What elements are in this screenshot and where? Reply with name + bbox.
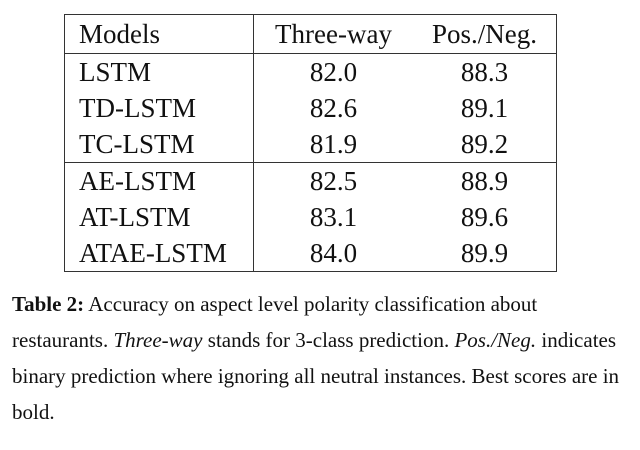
header-three-way: Three-way <box>253 14 413 54</box>
model-name: AT-LSTM <box>64 199 254 235</box>
pos-neg-score: 89.2 <box>413 126 557 163</box>
three-way-score: 82.5 <box>309 165 358 196</box>
caption-text: Accuracy on aspect level polarity classi… <box>12 292 538 352</box>
caption-text: indicates binary prediction where ignori… <box>12 328 620 424</box>
table-row: TD-LSTM 82.6 89.1 <box>64 90 557 126</box>
results-table: Models Three-way Pos./Neg. LSTM 82.0 88.… <box>64 14 557 272</box>
table-row: ATAE-LSTM 84.0 89.9 <box>64 235 557 272</box>
header-pos-neg: Pos./Neg. <box>413 14 557 54</box>
three-way-score: 82.6 <box>309 92 358 123</box>
pos-neg-best-score: 89.9 <box>460 237 509 268</box>
table-caption: Table 2: Accuracy on aspect level polari… <box>12 286 632 430</box>
model-name: ATAE-LSTM <box>64 235 254 272</box>
model-name: TD-LSTM <box>64 90 254 126</box>
pos-neg-score: 88.3 <box>460 56 509 87</box>
caption-emphasis-pos-neg: Pos./Neg. <box>454 328 537 352</box>
three-way-score: 83.1 <box>309 201 358 232</box>
table-row: AT-LSTM 83.1 89.6 <box>64 199 557 235</box>
results-table-container: Models Three-way Pos./Neg. LSTM 82.0 88.… <box>64 14 557 272</box>
model-name: AE-LSTM <box>64 162 254 199</box>
pos-neg-score: 89.1 <box>460 92 509 123</box>
table-row: AE-LSTM 82.5 88.9 <box>64 162 557 199</box>
model-name: LSTM <box>64 53 254 90</box>
table-header-row: Models Three-way Pos./Neg. <box>64 14 557 54</box>
three-way-best-score: 84.0 <box>309 237 358 268</box>
three-way-score: 82.0 <box>309 56 358 87</box>
table-row: LSTM 82.0 88.3 <box>64 53 557 90</box>
caption-label: Table 2: <box>12 292 85 316</box>
pos-neg-score: 88.9 <box>460 165 509 196</box>
model-name: TC-LSTM <box>64 126 254 163</box>
three-way-score: 81.9 <box>253 126 413 163</box>
caption-emphasis-three-way: Three-way <box>113 328 203 352</box>
header-models: Models <box>64 14 254 54</box>
pos-neg-score: 89.6 <box>460 201 509 232</box>
caption-text: stands for 3-class prediction. <box>202 328 455 352</box>
table-row: TC-LSTM 81.9 89.2 <box>64 126 557 163</box>
